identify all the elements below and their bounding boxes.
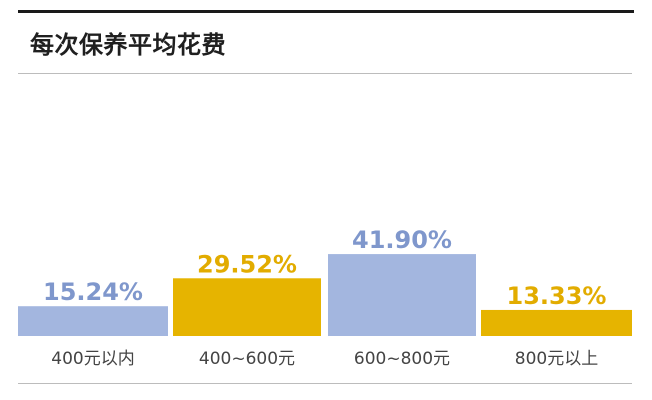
category-label-3: 600~800元 xyxy=(354,349,450,369)
bar-value-label-1: 15.24% xyxy=(43,278,143,306)
bar-value-label-2: 29.52% xyxy=(197,250,297,278)
bar-4 xyxy=(481,309,632,336)
bar-2 xyxy=(173,278,321,336)
category-label-4: 800元以上 xyxy=(515,349,598,369)
category-label-1: 400元以内 xyxy=(51,349,134,369)
bar-value-label-3: 41.90% xyxy=(352,226,452,254)
bottom-divider xyxy=(18,383,632,384)
top-divider xyxy=(18,10,634,13)
bar-3 xyxy=(328,254,476,336)
chart-title: 每次保养平均花费 xyxy=(30,31,226,59)
bar-1 xyxy=(18,306,168,336)
bar-value-label-4: 13.33% xyxy=(507,282,607,310)
title-divider xyxy=(18,73,632,74)
category-label-2: 400~600元 xyxy=(199,349,295,369)
